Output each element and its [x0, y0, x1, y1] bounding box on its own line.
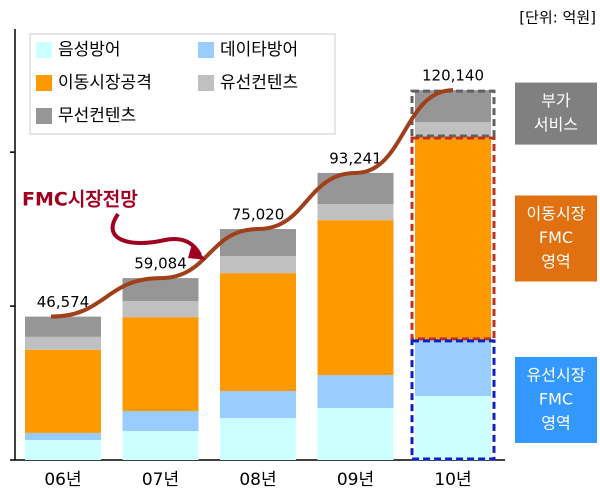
bar-segment — [415, 137, 491, 340]
bar-segment — [220, 391, 296, 419]
legend-label: 무선컨텐츠 — [58, 106, 136, 126]
bar-segment — [122, 431, 199, 460]
x-tick-label: 08년 — [239, 470, 276, 490]
bar-segment — [25, 336, 101, 350]
legend-label: 음성방어 — [58, 40, 121, 60]
arrow-head — [188, 244, 206, 260]
legend-swatch — [36, 108, 52, 124]
bar-segment — [25, 349, 101, 433]
callout-text: 유선시장 — [527, 365, 586, 384]
bar-segment — [415, 395, 491, 460]
total-label: 75,020 — [232, 206, 285, 224]
bar-segment — [415, 339, 491, 396]
legend-box — [29, 33, 336, 135]
callout-text: FMC — [539, 389, 573, 408]
dashed-frame — [410, 339, 496, 461]
bar-segment — [25, 439, 101, 460]
bar-segment — [25, 432, 101, 440]
legend-swatch — [36, 42, 52, 58]
bar-segment — [220, 256, 296, 274]
dashed-frame — [410, 136, 496, 341]
bar-segment — [220, 273, 296, 392]
bar-segment — [220, 418, 296, 460]
bar-segment — [122, 301, 199, 318]
legend-label: 이동시장공격 — [58, 73, 152, 93]
callout-text: 영역 — [541, 252, 570, 271]
bar-segment — [317, 407, 394, 460]
bar-segment — [25, 316, 101, 337]
callout-text: 이동시장 — [527, 204, 586, 223]
total-label: 93,241 — [329, 149, 382, 167]
bar-segment — [415, 90, 491, 122]
x-tick-label: 10년 — [434, 470, 471, 490]
legend-swatch — [36, 75, 52, 91]
bar-segment — [317, 204, 394, 221]
callout-box — [515, 82, 597, 145]
unit-label: [단위: 억원] — [519, 9, 596, 27]
callout-text: 부가 — [541, 91, 571, 110]
annotation-arrow — [110, 212, 202, 256]
bar-segment — [317, 375, 394, 408]
callout-box — [515, 356, 597, 443]
bar-segment — [317, 172, 394, 205]
x-tick-label: 07년 — [142, 470, 179, 490]
legend-swatch — [198, 42, 214, 58]
legend-swatch — [198, 75, 214, 91]
dashed-frame — [410, 89, 496, 138]
x-tick-label: 06년 — [44, 470, 81, 490]
legend-label: 유선컨텐츠 — [220, 73, 298, 93]
callout-text: 서비스 — [534, 115, 578, 134]
bar-segment — [317, 220, 394, 376]
callout-text: 영역 — [541, 413, 570, 432]
bar-segment — [122, 278, 199, 302]
bar-segment — [122, 411, 199, 432]
annotation: FMC시장전망 — [22, 189, 138, 211]
bar-segment — [415, 121, 491, 138]
legend-label: 데이타방어 — [220, 40, 298, 60]
total-label: 46,574 — [37, 293, 90, 311]
x-tick-label: 09년 — [337, 470, 374, 490]
bar-segment — [220, 229, 296, 257]
total-label: 59,084 — [134, 255, 187, 273]
bar-segment — [122, 317, 199, 412]
trend-line — [50, 88, 454, 319]
callout-box — [515, 195, 597, 282]
total-label: 120,140 — [422, 67, 484, 85]
callout-text: FMC — [539, 228, 573, 247]
